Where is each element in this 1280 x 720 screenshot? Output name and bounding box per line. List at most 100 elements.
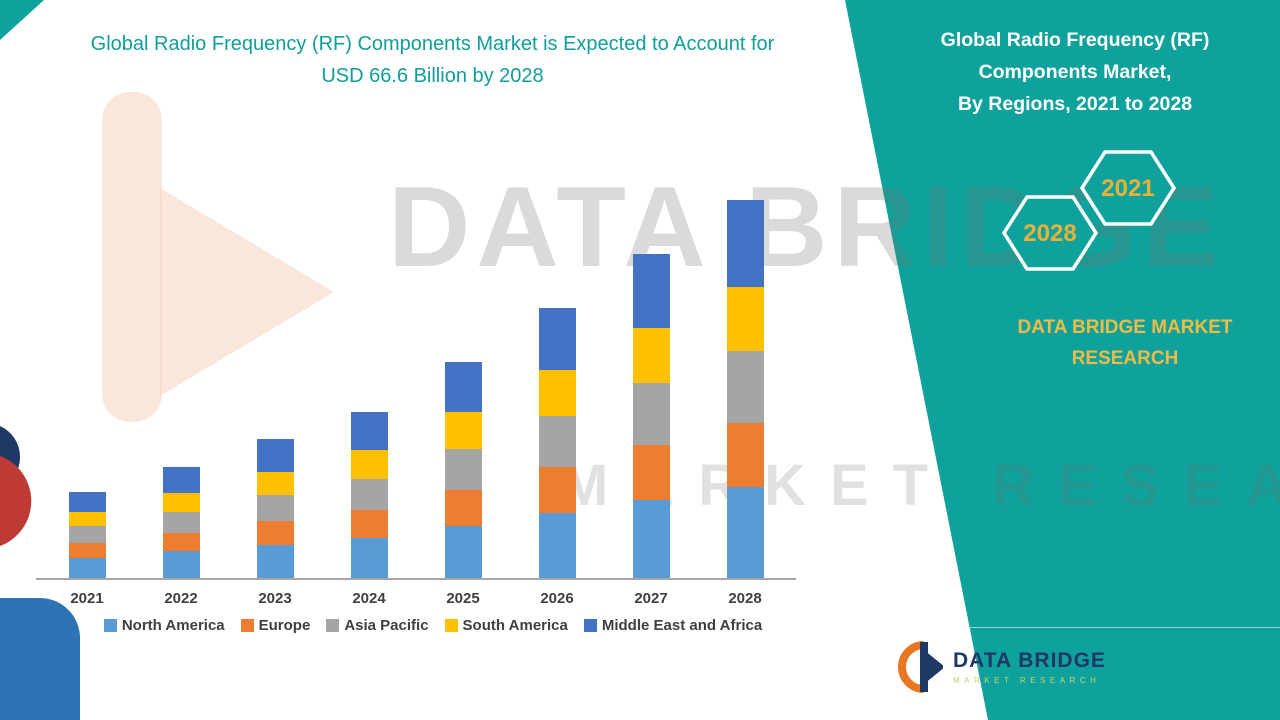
bar-2024 [350, 412, 388, 578]
banner-brand-line2: RESEARCH [1071, 348, 1179, 370]
banner-title: Global Radio Frequency (RF) Components M… [890, 24, 1260, 121]
chart-main-title-line2: USD 66.6 Billion by 2028 [321, 65, 544, 87]
bar-2027 [632, 253, 670, 578]
bar-segment-2026 [538, 308, 576, 371]
banner-title-line3: By Regions, 2021 to 2028 [957, 93, 1193, 116]
bar-segment-2026 [538, 513, 576, 578]
bar-segment-2021 [68, 557, 106, 578]
bar-segment-2027 [632, 253, 670, 329]
bar-segment-2023 [256, 521, 294, 545]
bar-segment-2027 [632, 500, 670, 578]
x-axis-label: 2028 [728, 590, 762, 607]
bar-segment-2023 [256, 544, 294, 578]
bar-2023 [256, 439, 294, 578]
bar-segment-2022 [162, 467, 200, 493]
hexagon-2028-label: 2028 [1023, 220, 1076, 247]
bar-segment-2027 [632, 383, 670, 446]
x-axis-labels: 2021 2022 2023 2024 2025 2026 2027 2028 [40, 590, 792, 607]
x-axis-label: 2021 [70, 590, 104, 607]
bar-segment-2023 [256, 471, 294, 496]
x-axis-label: 2022 [164, 590, 198, 607]
bar-segment-2025 [444, 361, 482, 412]
legend-swatch [326, 619, 340, 632]
legend-item: South America [444, 617, 568, 634]
bar-segment-2022 [162, 551, 200, 578]
bar-segment-2028 [726, 286, 764, 352]
legend-item: Europe [240, 617, 311, 634]
legend-item: Asia Pacific [326, 617, 429, 634]
bar-2025 [444, 361, 482, 578]
bar-segment-2028 [726, 200, 764, 287]
bar-segment-2025 [444, 448, 482, 490]
legend-swatch [240, 619, 254, 632]
bar-segment-2022 [162, 532, 200, 552]
watermark-line2: MARKET RESEARCH [560, 453, 1280, 518]
bar-segment-2022 [162, 492, 200, 512]
bar-segment-2025 [444, 489, 482, 527]
x-axis-label: 2023 [258, 590, 292, 607]
bar-segment-2021 [68, 542, 106, 558]
legend-swatch [583, 619, 597, 632]
bar-segment-2023 [256, 439, 294, 472]
bar-segment-2025 [444, 411, 482, 449]
bar-segment-2021 [68, 526, 106, 543]
legend-label: Middle East and Africa [601, 617, 763, 634]
bar-segment-2023 [256, 495, 294, 522]
bar-segment-2027 [632, 445, 670, 501]
data-bridge-logo-icon [898, 641, 943, 693]
banner-brand-line1: DATA BRIDGE MARKET [1017, 317, 1233, 338]
bar-segment-2024 [350, 412, 388, 451]
x-axis-label: 2025 [446, 590, 480, 607]
bar-segment-2021 [68, 511, 106, 527]
x-axis-label: 2026 [540, 590, 574, 607]
bar-segment-2024 [350, 538, 388, 578]
legend-item: Middle East and Africa [583, 617, 763, 634]
hexagon-2021-label: 2021 [1101, 175, 1154, 202]
stacked-bar-chart [40, 198, 792, 578]
bar-segment-2024 [350, 450, 388, 479]
legend-swatch [103, 619, 117, 632]
banner-title-line2: Components Market, [978, 61, 1172, 84]
bar-segment-2027 [632, 328, 670, 384]
banner-title-line1: Global Radio Frequency (RF) [940, 29, 1210, 51]
logo-name: DATA BRIDGE [953, 649, 1106, 672]
hexagon-2021 [1079, 150, 1177, 226]
bar-2028 [726, 200, 764, 578]
legend-label: South America [462, 617, 568, 634]
bar-2026 [538, 308, 576, 578]
year-hexagons: 2028 2021 [1001, 150, 1177, 271]
bar-segment-2026 [538, 467, 576, 514]
hexagon-2028 [1001, 195, 1099, 271]
legend-swatch [444, 619, 458, 632]
datab-logo-watermark-icon [102, 92, 334, 422]
left-edge-logo-fragment-icon [0, 426, 32, 546]
x-axis-label: 2024 [352, 590, 386, 607]
chart-main-title-line1: Global Radio Frequency (RF) Components M… [90, 33, 775, 55]
bar-segment-2028 [726, 351, 764, 424]
x-axis-line [36, 578, 796, 580]
legend-label: Europe [258, 617, 311, 634]
logo-subtitle: MARKET RESEARCH [953, 676, 1101, 685]
x-axis-label: 2027 [634, 590, 668, 607]
chart-legend: North America Europe Asia Pacific South Ame… [28, 617, 838, 634]
bar-segment-2021 [68, 492, 106, 512]
bar-segment-2022 [162, 511, 200, 533]
banner-brand-text: DATA BRIDGE MARKET RESEARCH [960, 312, 1280, 375]
chart-main-title: Global Radio Frequency (RF) Components M… [10, 28, 855, 92]
bar-segment-2025 [444, 526, 482, 578]
bar-segment-2026 [538, 370, 576, 417]
legend-item: North America [103, 617, 225, 634]
data-bridge-logo: DATA BRIDGE MARKET RESEARCH [893, 638, 1106, 696]
bar-segment-2026 [538, 416, 576, 468]
legend-label: North America [121, 617, 225, 634]
bottom-left-blue-shape-icon [0, 598, 80, 720]
data-bridge-logo-text: DATA BRIDGE MARKET RESEARCH [953, 649, 1106, 685]
legend-label: Asia Pacific [344, 617, 429, 634]
bar-segment-2028 [726, 423, 764, 488]
bar-2021 [68, 492, 106, 578]
bar-2022 [162, 467, 200, 578]
bar-segment-2024 [350, 478, 388, 510]
bar-segment-2024 [350, 509, 388, 539]
banner-divider [884, 627, 1280, 628]
